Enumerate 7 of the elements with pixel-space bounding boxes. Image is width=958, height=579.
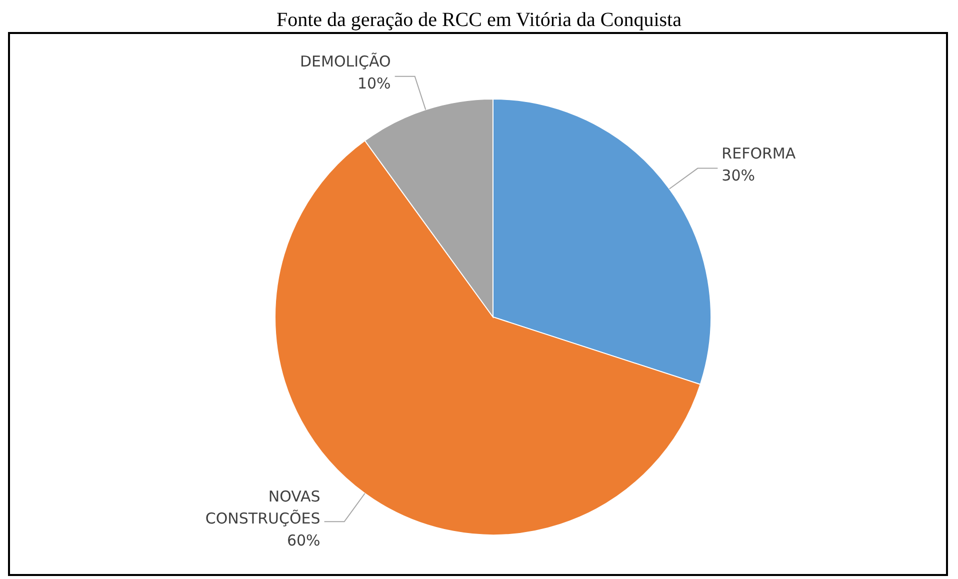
slice-label: REFORMA <box>722 144 796 162</box>
slice-label: DEMOLIÇÃO <box>300 52 391 70</box>
chart-title: Fonte da geração de RCC em Vitória da Conquista <box>275 8 682 32</box>
slice-label: NOVAS CONSTRUÇÕES <box>205 488 320 528</box>
data-label: 10% <box>357 74 391 92</box>
data-label: 30% <box>722 166 756 184</box>
data-label: 60% <box>286 532 320 550</box>
